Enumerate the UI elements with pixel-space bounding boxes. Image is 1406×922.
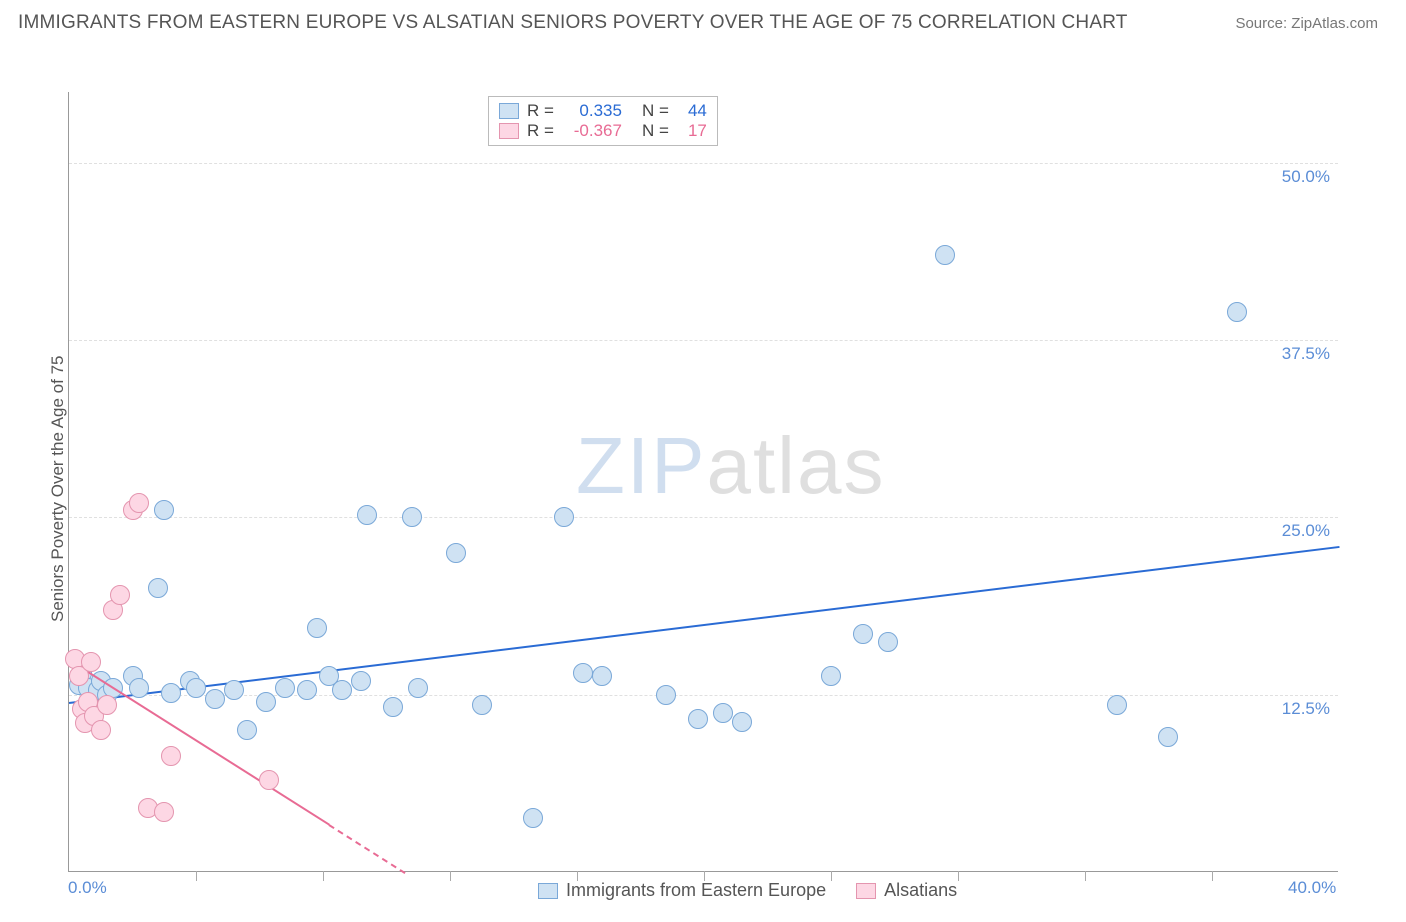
xtick — [196, 871, 197, 881]
legend-row: R = 0.335 N = 44 — [499, 101, 707, 121]
xtick — [323, 871, 324, 881]
legend-swatch — [499, 103, 519, 119]
gridline — [69, 340, 1338, 341]
legend-item: Immigrants from Eastern Europe — [538, 880, 826, 901]
data-point — [1158, 727, 1178, 747]
data-point — [1107, 695, 1127, 715]
legend-series: Immigrants from Eastern Europe Alsatians — [538, 880, 957, 901]
legend-r-value: 0.335 — [562, 101, 622, 121]
ytick-label: 12.5% — [1282, 699, 1330, 719]
data-point — [523, 808, 543, 828]
data-point — [732, 712, 752, 732]
legend-item: Alsatians — [856, 880, 957, 901]
legend-n-value: 44 — [677, 101, 707, 121]
data-point — [332, 680, 352, 700]
data-point — [408, 678, 428, 698]
xtick — [958, 871, 959, 881]
data-point — [592, 666, 612, 686]
chart-container: 12.5% 25.0% 37.5% 50.0% 0.0% 40.0% Seniors Pov… — [18, 42, 1398, 922]
data-point — [161, 746, 181, 766]
data-point — [154, 500, 174, 520]
legend-n-label: N = — [642, 121, 669, 141]
data-point — [554, 507, 574, 527]
data-point — [472, 695, 492, 715]
legend-n-value: 17 — [677, 121, 707, 141]
data-point — [297, 680, 317, 700]
data-point — [237, 720, 257, 740]
data-point — [853, 624, 873, 644]
trendline — [329, 824, 406, 874]
legend-n-label: N = — [642, 101, 669, 121]
data-point — [383, 697, 403, 717]
ytick-label: 25.0% — [1282, 521, 1330, 541]
legend-swatch — [499, 123, 519, 139]
title-bar: IMMIGRANTS FROM EASTERN EUROPE VS ALSATI… — [0, 0, 1406, 42]
legend-swatch — [538, 883, 558, 899]
gridline — [69, 163, 1338, 164]
source-label: Source: ZipAtlas.com — [1235, 15, 1378, 32]
xtick — [450, 871, 451, 881]
data-point — [97, 695, 117, 715]
data-point — [91, 720, 111, 740]
data-point — [224, 680, 244, 700]
legend-r-label: R = — [527, 101, 554, 121]
data-point — [821, 666, 841, 686]
data-point — [357, 505, 377, 525]
gridline — [69, 517, 1338, 518]
ylabel: Seniors Poverty Over the Age of 75 — [48, 356, 68, 622]
chart-title: IMMIGRANTS FROM EASTERN EUROPE VS ALSATI… — [18, 12, 1128, 34]
legend-label: Immigrants from Eastern Europe — [566, 880, 826, 901]
data-point — [688, 709, 708, 729]
data-point — [148, 578, 168, 598]
data-point — [935, 245, 955, 265]
data-point — [656, 685, 676, 705]
data-point — [1227, 302, 1247, 322]
trendline — [69, 546, 1339, 704]
data-point — [129, 678, 149, 698]
ytick-label: 50.0% — [1282, 167, 1330, 187]
legend-label: Alsatians — [884, 880, 957, 901]
legend-correlation: R = 0.335 N = 44 R = -0.367 N = 17 — [488, 96, 718, 146]
data-point — [259, 770, 279, 790]
data-point — [129, 493, 149, 513]
legend-r-value: -0.367 — [562, 121, 622, 141]
data-point — [81, 652, 101, 672]
xlabel-max: 40.0% — [1288, 878, 1336, 898]
xtick — [1085, 871, 1086, 881]
data-point — [446, 543, 466, 563]
legend-row: R = -0.367 N = 17 — [499, 121, 707, 141]
data-point — [713, 703, 733, 723]
legend-r-label: R = — [527, 121, 554, 141]
plot-area: 12.5% 25.0% 37.5% 50.0% — [68, 92, 1338, 872]
data-point — [573, 663, 593, 683]
data-point — [205, 689, 225, 709]
xtick — [1212, 871, 1213, 881]
ytick-label: 37.5% — [1282, 344, 1330, 364]
data-point — [154, 802, 174, 822]
data-point — [351, 671, 371, 691]
data-point — [878, 632, 898, 652]
data-point — [161, 683, 181, 703]
data-point — [110, 585, 130, 605]
data-point — [307, 618, 327, 638]
xlabel-min: 0.0% — [68, 878, 107, 898]
data-point — [186, 678, 206, 698]
data-point — [256, 692, 276, 712]
legend-swatch — [856, 883, 876, 899]
data-point — [402, 507, 422, 527]
data-point — [275, 678, 295, 698]
